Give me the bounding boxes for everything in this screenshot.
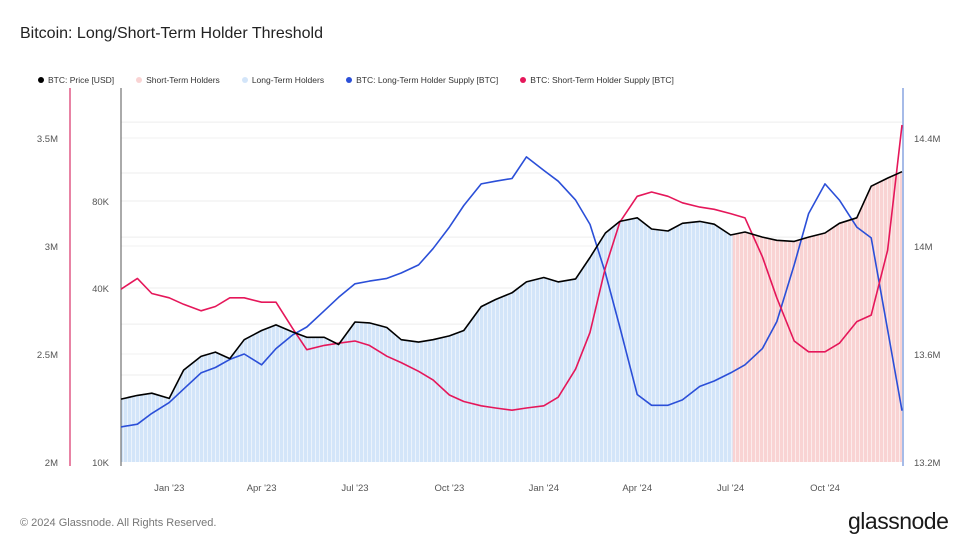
glassnode-logo: glassnode [848, 508, 949, 534]
copyright: © 2024 Glassnode. All Rights Reserved. [20, 517, 217, 529]
x-axis-tick-label: Oct '24 [810, 483, 840, 494]
chart-title: Bitcoin: Long/Short-Term Holder Threshol… [20, 25, 323, 42]
sth-supply-line [120, 124, 903, 411]
x-axis-tick-label: Oct '23 [435, 483, 465, 494]
legend: BTC: Price [USD] Short-Term Holders Long… [38, 75, 674, 85]
lth-regime-area [121, 217, 733, 462]
x-axis-tick-label: Apr '24 [622, 483, 652, 494]
legend-item-price[interactable]: BTC: Price [USD] [38, 75, 114, 85]
price-axis-tick-label: 40K [92, 284, 110, 295]
legend-swatch-lth [241, 77, 248, 83]
price-axis-tick-label: 10K [92, 458, 110, 469]
sth-axis-tick-label: 3.5M [37, 134, 58, 145]
legend-label: BTC: Price [USD] [48, 75, 115, 85]
x-axis-tick-label: Apr '23 [247, 483, 277, 494]
legend-item-sth[interactable]: Short-Term Holders [136, 75, 220, 85]
legend-label: Short-Term Holders [146, 75, 220, 85]
sth-axis-tick-label: 2.5M [37, 350, 58, 361]
x-axis-tick-label: Jan '23 [154, 483, 184, 494]
legend-item-lth-supply[interactable]: BTC: Long-Term Holder Supply [BTC] [346, 75, 498, 85]
legend-item-lth[interactable]: Long-Term Holders [241, 75, 325, 85]
legend-label: Long-Term Holders [251, 75, 325, 85]
legend-swatch-price [38, 77, 44, 83]
x-axis-tick-label: Jan '24 [529, 483, 559, 494]
legend-item-sth-supply[interactable]: BTC: Short-Term Holder Supply [BTC] [520, 75, 674, 85]
price-line [120, 170, 903, 400]
legend-swatch-lth-supply [346, 77, 353, 83]
legend-label: BTC: Short-Term Holder Supply [BTC] [530, 75, 674, 85]
legend-swatch-sth [136, 77, 143, 83]
legend-label: BTC: Long-Term Holder Supply [BTC] [356, 75, 499, 85]
x-axis-tick-label: Jul '23 [341, 483, 368, 494]
lth-axis-tick-label: 13.6M [914, 350, 940, 361]
sth-axis-tick-label: 3M [45, 242, 58, 253]
lth-axis-tick-label: 13.2M [914, 458, 940, 469]
x-axis-tick-label: Jul '24 [717, 483, 744, 494]
sth-axis-tick-label: 2M [45, 458, 58, 469]
lth-axis-tick-label: 14.4M [914, 134, 940, 145]
legend-swatch-sth-supply [520, 77, 527, 83]
sth-regime-area [732, 171, 902, 462]
lth-axis-tick-label: 14M [914, 242, 933, 253]
lth-supply-line [120, 156, 903, 428]
price-axis-tick-label: 80K [92, 197, 110, 208]
